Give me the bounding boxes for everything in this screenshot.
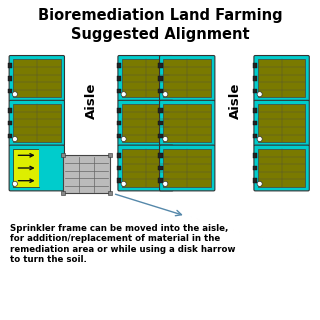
Bar <box>8 76 12 81</box>
Circle shape <box>163 181 168 186</box>
FancyBboxPatch shape <box>159 145 215 191</box>
Bar <box>117 179 121 183</box>
Bar <box>122 104 170 142</box>
Bar <box>117 166 121 170</box>
FancyBboxPatch shape <box>118 55 173 101</box>
FancyBboxPatch shape <box>254 145 309 191</box>
Bar <box>158 166 163 170</box>
Bar <box>122 60 170 97</box>
Bar <box>63 156 110 193</box>
Bar <box>117 121 121 125</box>
Bar <box>117 89 121 93</box>
Bar <box>122 149 170 187</box>
Bar <box>117 63 121 68</box>
Bar <box>8 63 12 68</box>
FancyBboxPatch shape <box>254 55 309 101</box>
Bar <box>61 191 65 196</box>
FancyBboxPatch shape <box>9 145 65 191</box>
Bar <box>158 89 163 93</box>
Bar <box>258 60 305 97</box>
Circle shape <box>163 136 168 141</box>
Bar <box>253 108 257 113</box>
Bar <box>253 134 257 138</box>
Circle shape <box>163 92 168 97</box>
FancyBboxPatch shape <box>9 100 65 146</box>
Bar <box>117 134 121 138</box>
Circle shape <box>121 181 126 186</box>
Bar <box>158 63 163 68</box>
Bar <box>13 149 39 187</box>
Bar <box>253 76 257 81</box>
Bar <box>158 108 163 113</box>
Circle shape <box>12 92 17 97</box>
Bar <box>8 121 12 125</box>
Circle shape <box>257 136 262 141</box>
Bar <box>158 121 163 125</box>
Bar <box>8 89 12 93</box>
Bar <box>158 179 163 183</box>
Circle shape <box>12 181 17 186</box>
Bar <box>253 153 257 157</box>
Text: Bioremediation Land Farming
Suggested Alignment: Bioremediation Land Farming Suggested Al… <box>38 8 282 42</box>
Bar <box>163 60 211 97</box>
Bar <box>258 104 305 142</box>
Bar <box>61 153 65 157</box>
Bar <box>13 104 61 142</box>
FancyBboxPatch shape <box>254 100 309 146</box>
Bar <box>117 153 121 157</box>
Bar <box>117 108 121 113</box>
Bar <box>39 149 61 187</box>
FancyBboxPatch shape <box>9 55 65 101</box>
Text: Aisle: Aisle <box>85 83 98 119</box>
Text: Aisle: Aisle <box>229 83 242 119</box>
Bar <box>158 76 163 81</box>
Bar <box>108 153 112 157</box>
FancyBboxPatch shape <box>118 145 173 191</box>
Bar <box>253 121 257 125</box>
Bar <box>158 153 163 157</box>
Bar <box>8 134 12 138</box>
Bar <box>117 76 121 81</box>
Circle shape <box>257 92 262 97</box>
Circle shape <box>121 92 126 97</box>
Circle shape <box>121 136 126 141</box>
Bar <box>258 149 305 187</box>
FancyBboxPatch shape <box>118 100 173 146</box>
FancyBboxPatch shape <box>159 55 215 101</box>
Bar <box>158 134 163 138</box>
Bar <box>108 191 112 196</box>
Circle shape <box>257 181 262 186</box>
Bar <box>13 60 61 97</box>
Bar <box>253 166 257 170</box>
Bar <box>253 63 257 68</box>
Circle shape <box>12 136 17 141</box>
FancyBboxPatch shape <box>159 100 215 146</box>
Bar <box>163 104 211 142</box>
Bar <box>163 149 211 187</box>
Bar <box>253 89 257 93</box>
Text: Sprinkler frame can be moved into the aisle,
for addition/replacement of materia: Sprinkler frame can be moved into the ai… <box>10 224 235 264</box>
Bar <box>8 108 12 113</box>
Bar <box>253 179 257 183</box>
